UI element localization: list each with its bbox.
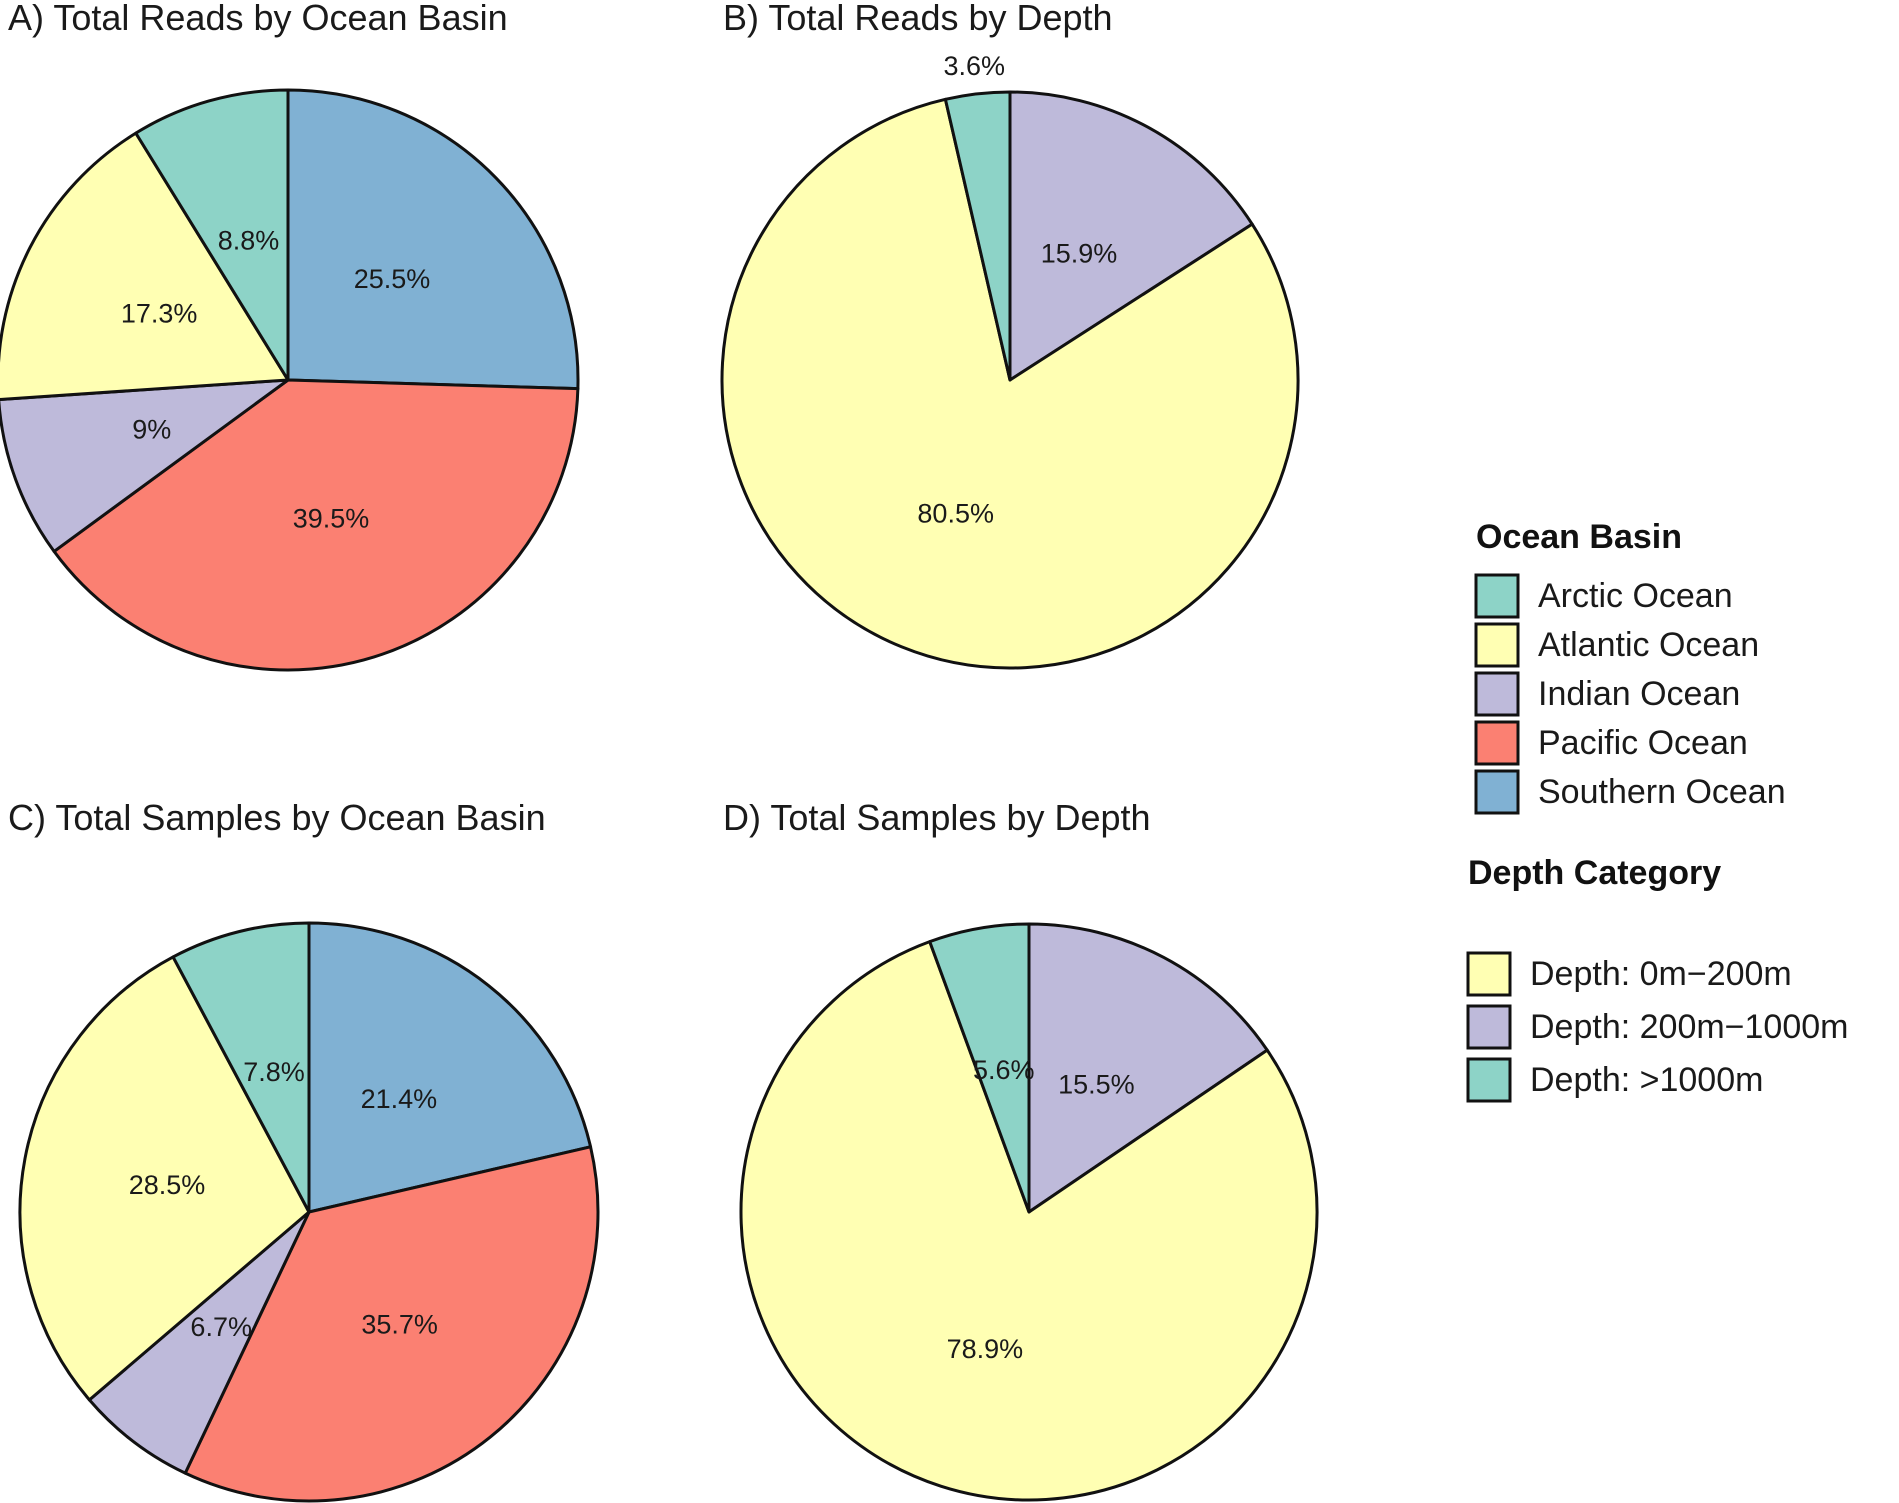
panel-d-slice-depth-0m-200m [739, 940, 1319, 1502]
legend-swatch-depth-200-1000 [1466, 1004, 1512, 1050]
panel-a-title: A) Total Reads by Ocean Basin [8, 0, 508, 38]
legend-label-depth-over-1000: Depth: >1000m [1530, 1061, 1763, 1099]
panel-b-slice-depth-1000m [943, 90, 1012, 382]
legend-label-depth-0-200: Depth: 0m−200m [1530, 955, 1792, 993]
panel-a-label-atlantic-ocean: 17.3% [121, 299, 198, 329]
panel-c-label-atlantic-ocean: 28.5% [129, 1170, 206, 1200]
panel-a-slice-indian-ocean [0, 378, 290, 553]
panel-a-slice-southern-ocean [286, 88, 580, 391]
legend-swatch-arctic-ocean [1474, 573, 1520, 619]
legend-swatch-indian-ocean [1474, 671, 1520, 717]
panel-d-slice-depth-1000m [928, 922, 1031, 1214]
panel-c-labels: 21.4% 35.7% 6.7% 28.5% 7.8% [129, 1057, 438, 1342]
panel-c-label-indian-ocean: 6.7% [190, 1312, 252, 1342]
panel-b-label-depth-1000m: 3.6% [944, 51, 1006, 81]
panel-c-slice-southern-ocean [307, 921, 593, 1214]
panel-a-label-southern-ocean: 25.5% [354, 264, 431, 294]
legend-label-arctic-ocean: Arctic Ocean [1538, 577, 1733, 615]
panel-c-slice-arctic-ocean [171, 921, 311, 1214]
panel-c-label-pacific-ocean: 35.7% [361, 1310, 438, 1340]
panel-a-slice-arctic-ocean [134, 88, 290, 382]
panel-a: A) Total Reads by Ocean Basin 25.5% 39.5%… [0, 0, 580, 672]
panel-b-slice-depth-0m-200m [720, 97, 1300, 670]
panel-a-slice-pacific-ocean [52, 378, 580, 672]
panel-c: C) Total Samples by Ocean Basin 21.4% 35.… [8, 797, 600, 1503]
panel-b-labels: 15.9% 80.5% 3.6% [917, 51, 1117, 528]
legend-label-depth-200-1000: Depth: 200m−1000m [1530, 1008, 1848, 1046]
panel-d-label-depth-1000m: 5.6% [973, 1055, 1035, 1085]
panel-b: B) Total Reads by Depth 15.9% 80.5% 3.6% [720, 0, 1300, 670]
panel-b-slices [720, 90, 1300, 670]
legend-depth-category: Depth Category Depth: 0m−200m Depth: 200… [1466, 854, 1848, 1103]
legend-swatch-atlantic-ocean [1474, 622, 1520, 668]
panel-d-slices [739, 922, 1319, 1502]
panel-d-slice-depth-200m-1000m [1027, 922, 1269, 1214]
panel-b-label-depth-0m-200m: 80.5% [917, 498, 994, 528]
legend-label-pacific-ocean: Pacific Ocean [1538, 724, 1748, 762]
panel-c-label-arctic-ocean: 7.8% [243, 1057, 305, 1087]
panel-a-labels: 25.5% 39.5% 9% 17.3% 8.8% [121, 226, 430, 534]
panel-b-title: B) Total Reads by Depth [723, 0, 1113, 38]
legend-ocean-basin-title: Ocean Basin [1476, 518, 1682, 556]
panel-d-title: D) Total Samples by Depth [723, 797, 1151, 838]
panel-b-label-depth-200m-1000m: 15.9% [1041, 239, 1118, 269]
legend-swatch-pacific-ocean [1474, 720, 1520, 766]
legend-label-indian-ocean: Indian Ocean [1538, 675, 1740, 713]
legend-label-southern-ocean: Southern Ocean [1538, 773, 1786, 811]
panel-a-slice-atlantic-ocean [0, 131, 290, 401]
panel-b-slice-depth-200m-1000m [1008, 90, 1254, 382]
panel-c-slice-pacific-ocean [183, 1145, 600, 1503]
panel-a-slices [0, 88, 580, 672]
panel-c-slice-atlantic-ocean [18, 955, 311, 1402]
panel-c-title: C) Total Samples by Ocean Basin [8, 797, 546, 838]
legend-depth-category-title: Depth Category [1468, 854, 1721, 892]
panel-d: D) Total Samples by Depth 15.5% 78.9% 5.6% [723, 797, 1319, 1502]
panel-d-labels: 15.5% 78.9% 5.6% [947, 1055, 1135, 1364]
panel-c-slice-indian-ocean [87, 1210, 311, 1475]
legend-label-atlantic-ocean: Atlantic Ocean [1538, 626, 1759, 664]
legend-ocean-basin: Ocean Basin Arctic Ocean Atlantic Ocean … [1474, 518, 1786, 815]
panel-c-slices [18, 921, 600, 1503]
panel-a-label-arctic-ocean: 8.8% [218, 226, 280, 256]
panel-a-label-indian-ocean: 9% [132, 415, 171, 445]
legend-swatch-depth-over-1000 [1466, 1057, 1512, 1103]
panel-a-label-pacific-ocean: 39.5% [293, 504, 370, 534]
panel-c-label-southern-ocean: 21.4% [361, 1084, 438, 1114]
panel-d-label-depth-0m-200m: 78.9% [947, 1334, 1024, 1364]
panel-d-label-depth-200m-1000m: 15.5% [1058, 1070, 1135, 1100]
legend-swatch-southern-ocean [1474, 769, 1520, 815]
legend-swatch-depth-0-200 [1466, 951, 1512, 997]
